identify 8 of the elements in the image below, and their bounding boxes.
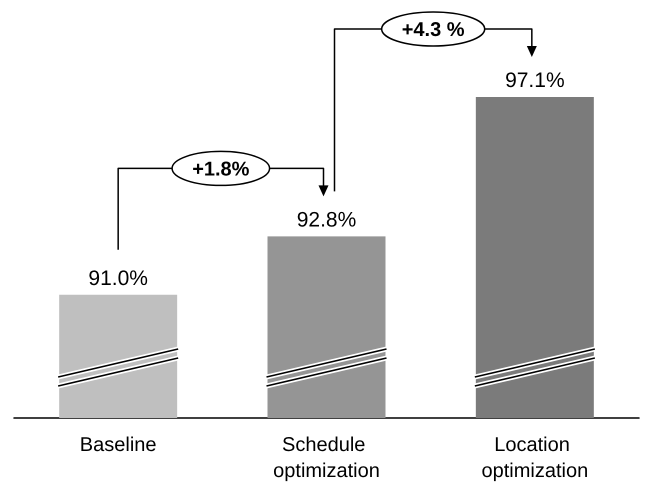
x-tick-label: Baseline: [80, 434, 157, 456]
text: +4.3 %: [402, 19, 465, 41]
data-label: 97.1%: [505, 69, 565, 92]
x-tick-label: Schedule optimization: [273, 434, 380, 482]
data-label: 91.0%: [88, 266, 148, 290]
data-label: 92.8%: [296, 208, 356, 232]
x-tick-label: Location optimization: [481, 434, 588, 482]
annotation: +1.8%: [192, 158, 250, 180]
